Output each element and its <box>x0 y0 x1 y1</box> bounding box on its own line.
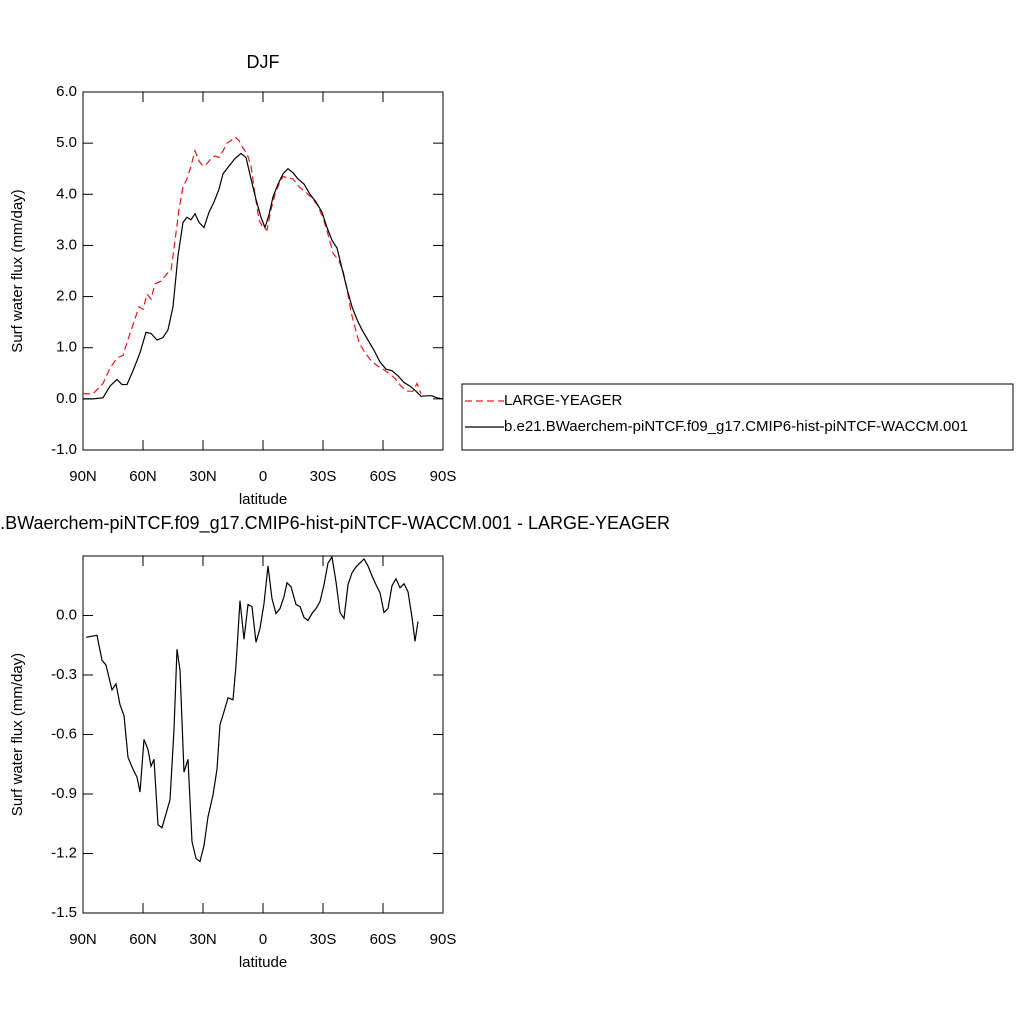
y-tick-label: -1.0 <box>51 441 77 458</box>
y-tick-label: -1.5 <box>51 904 77 921</box>
x-tick-label: 60N <box>129 931 157 948</box>
x-tick-label: 30S <box>310 468 337 485</box>
x-tick-label: 90N <box>69 931 97 948</box>
y-tick-label: -0.3 <box>51 666 77 683</box>
chart-title: DJF <box>247 52 280 72</box>
y-tick-label: 2.0 <box>56 288 77 305</box>
legend-label: b.e21.BWaerchem-piNTCF.f09_g17.CMIP6-his… <box>504 418 968 435</box>
y-tick-label: 3.0 <box>56 236 77 253</box>
y-tick-label: -0.6 <box>51 725 77 742</box>
x-tick-label: 60N <box>129 468 157 485</box>
x-tick-label: 90S <box>430 931 457 948</box>
x-tick-label: 90N <box>69 468 97 485</box>
y-axis-label: Surf water flux (mm/day) <box>9 189 26 352</box>
x-tick-label: 30N <box>189 468 217 485</box>
x-tick-label: 30S <box>310 931 337 948</box>
x-tick-label: 90S <box>430 468 457 485</box>
x-tick-label: 60S <box>370 931 397 948</box>
x-tick-label: 0 <box>259 468 267 485</box>
y-tick-label: 5.0 <box>56 134 77 151</box>
data-line <box>83 152 444 400</box>
chart-title: b.e21.BWaerchem-piNTCF.f09_g17.CMIP6-his… <box>0 513 670 534</box>
legend-label: LARGE-YEAGER <box>504 392 623 409</box>
y-axis-label: Surf water flux (mm/day) <box>9 653 26 816</box>
data-line <box>83 136 422 395</box>
x-axis-label: latitude <box>239 954 287 971</box>
y-tick-label: -1.2 <box>51 844 77 861</box>
y-tick-label: -0.9 <box>51 785 77 802</box>
legend-box <box>461 383 1014 451</box>
y-tick-label: 0.0 <box>56 606 77 623</box>
x-axis-label: latitude <box>239 491 287 508</box>
y-tick-label: 0.0 <box>56 390 77 407</box>
y-tick-label: 4.0 <box>56 185 77 202</box>
x-tick-label: 0 <box>259 931 267 948</box>
x-tick-label: 30N <box>189 931 217 948</box>
y-tick-label: 1.0 <box>56 339 77 356</box>
plot-frame <box>82 91 444 451</box>
data-line <box>85 555 419 863</box>
y-tick-label: 6.0 <box>56 83 77 100</box>
x-tick-label: 60S <box>370 468 397 485</box>
